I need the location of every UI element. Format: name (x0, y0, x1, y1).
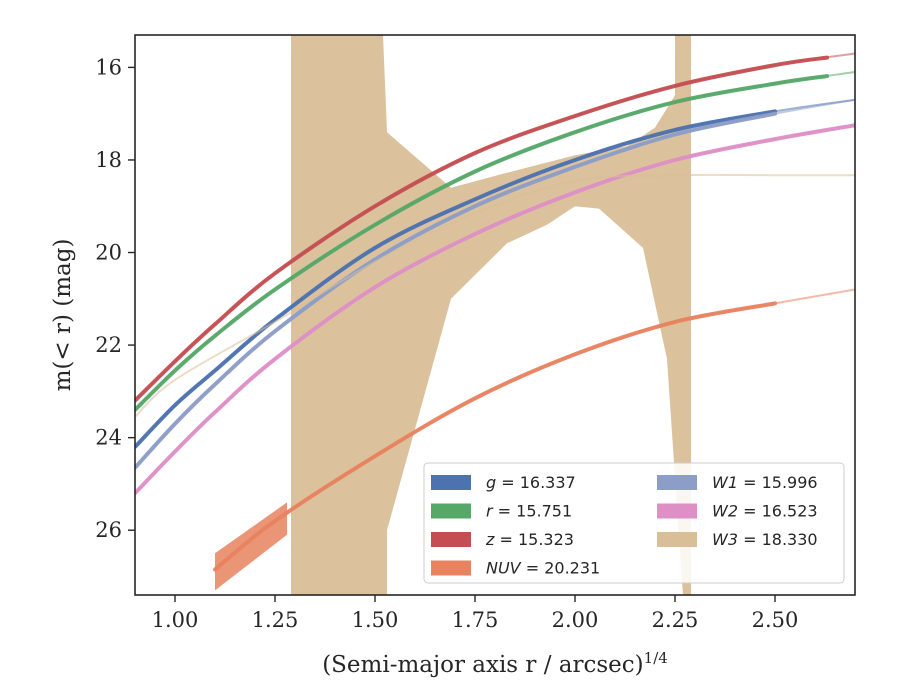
legend-label-nuv: NUV = 20.231 (486, 559, 600, 578)
legend-swatch-w1 (657, 475, 697, 490)
series-line-w3 (135, 173, 855, 418)
legend-swatch-z (431, 532, 471, 547)
x-tick-label: 2.25 (652, 608, 699, 632)
x-tick-label: 2.00 (552, 608, 599, 632)
x-axis: 1.00 1.25 1.50 1.75 2.00 2.25 2.50 (152, 595, 799, 632)
legend-label-r: r = 15.751 (486, 502, 572, 521)
legend-box (423, 462, 845, 584)
legend-swatch-nuv (431, 560, 471, 576)
legend-label-w3: W3 = 18.330 (712, 530, 818, 549)
y-tick-label: 22 (95, 333, 122, 357)
legend-label-g: g = 16.337 (486, 473, 576, 492)
y-axis-label: m(< r) (mag) (50, 239, 76, 392)
x-tick-label: 1.50 (352, 608, 399, 632)
y-tick-label: 18 (95, 148, 122, 172)
legend-swatch-w2 (657, 503, 697, 519)
y-tick-label: 16 (95, 55, 122, 79)
series-line-g-measured (135, 109, 777, 449)
y-tick-label: 20 (95, 241, 122, 265)
legend-swatch-g (431, 475, 471, 490)
x-tick-label: 1.00 (152, 608, 199, 632)
series-line-z-measured (135, 55, 829, 403)
band-nuv (215, 502, 287, 591)
series-line-w2-measured (135, 123, 855, 496)
legend-label-z: z = 15.323 (485, 530, 574, 549)
legend: g = 16.337 r = 15.751 z = 15.323 NUV = 20.2… (423, 462, 845, 584)
series-line-w1 (135, 98, 855, 469)
legend-label-w1: W1 = 15.996 (712, 473, 818, 492)
series-layer (135, 52, 855, 572)
band-w3 (291, 35, 691, 595)
series-line-w1-measured (135, 111, 777, 470)
series-line-nuv-measured (213, 301, 777, 572)
x-axis-label-superscript: 1/4 (644, 649, 668, 667)
y-tick-label: 24 (95, 426, 122, 450)
x-tick-label: 1.75 (452, 608, 499, 632)
y-axis: 16 18 20 22 24 26 (95, 55, 135, 542)
legend-swatch-r (431, 503, 471, 519)
y-tick-label: 26 (95, 518, 122, 542)
x-tick-label: 2.50 (752, 608, 799, 632)
plot-frame (134, 34, 856, 596)
legend-label-w2: W2 = 16.523 (712, 502, 818, 521)
series-line-r-measured (135, 74, 829, 412)
legend-swatch-w3 (657, 532, 697, 547)
series-line-g (135, 98, 855, 448)
x-tick-label: 1.25 (252, 608, 299, 632)
x-axis-label: (Semi-major axis r / arcsec)1/4 (322, 649, 668, 678)
